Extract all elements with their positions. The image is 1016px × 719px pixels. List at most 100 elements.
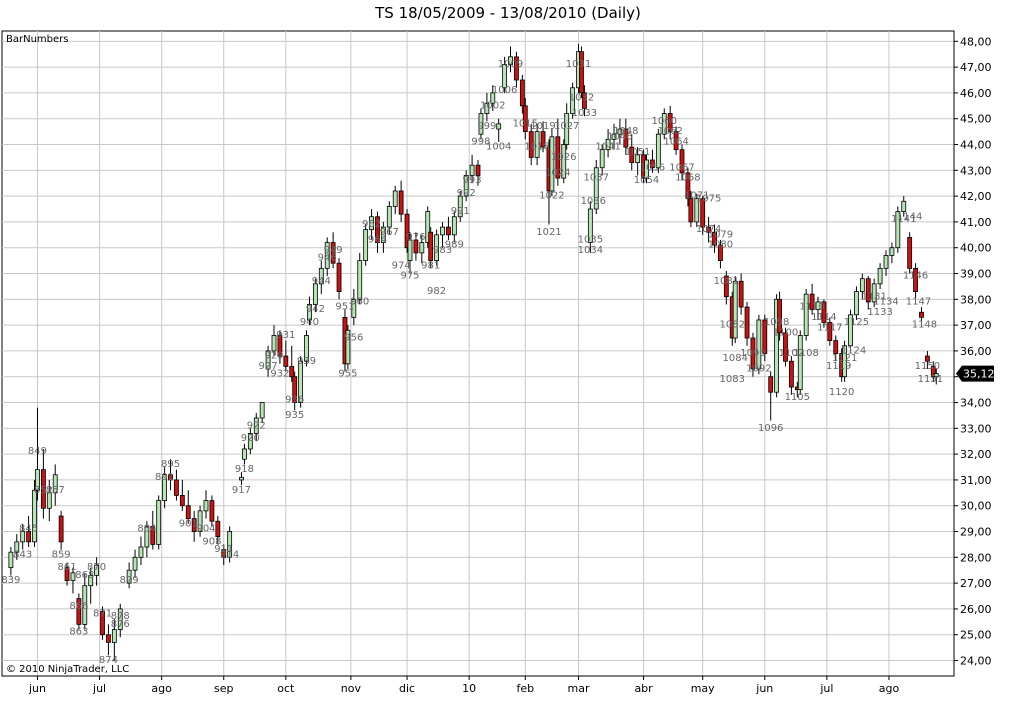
candle-body	[298, 360, 304, 403]
candle	[570, 82, 576, 119]
bar-number-label: 1071	[684, 191, 709, 202]
candle-body	[587, 208, 593, 243]
bar-number-label: 1124	[841, 346, 866, 357]
candle-body	[519, 79, 525, 107]
bar-number-label: 935	[285, 410, 304, 421]
x-tick-label: ago	[151, 682, 172, 695]
y-tick-label: 36,00	[960, 345, 992, 358]
bar-number-label: 918	[235, 464, 254, 475]
candle	[528, 123, 534, 166]
y-tick-label: 45,00	[960, 113, 992, 126]
bar-number-label: 852	[34, 485, 53, 496]
bar-number-label: 1131	[861, 291, 886, 302]
candle	[363, 224, 369, 266]
candle-body	[351, 298, 357, 318]
candle	[52, 464, 58, 506]
bar-number-label: 991	[451, 206, 470, 217]
y-tick-label: 42,00	[960, 190, 992, 203]
candle	[508, 46, 513, 73]
bar-number-label: 1041	[595, 142, 620, 153]
candle-body	[174, 479, 179, 496]
candle-body	[265, 350, 271, 370]
bar-number-label: 983	[433, 245, 452, 256]
candle-body	[732, 280, 738, 339]
bar-number-label: 1079	[708, 229, 733, 240]
x-tick-label: mar	[568, 682, 590, 695]
candle	[865, 276, 871, 310]
bar-number-label: 839	[1, 575, 20, 586]
candle-body	[289, 365, 295, 378]
bar-number-label: 884	[137, 524, 156, 535]
candle	[463, 170, 469, 202]
candle	[549, 129, 555, 197]
candle	[162, 467, 168, 509]
candle-body	[26, 531, 32, 543]
candle	[419, 234, 425, 264]
candle-body	[555, 136, 561, 179]
y-tick-label: 27,00	[960, 577, 992, 590]
bar-number-label: 1146	[903, 271, 928, 282]
candle-body	[253, 417, 259, 434]
bar-number-label: 901	[179, 518, 198, 529]
bar-number-label: 1015	[513, 118, 538, 129]
candle-body	[386, 206, 392, 228]
candle-body	[706, 226, 712, 233]
x-tick-label: jul	[819, 682, 833, 695]
bar-number-label: 974	[392, 260, 411, 271]
candle	[496, 118, 502, 142]
candle	[46, 479, 52, 522]
candle-body	[369, 216, 374, 231]
candle	[744, 301, 750, 346]
y-tick-label: 44,00	[960, 139, 992, 152]
bar-number-label: 960	[350, 296, 369, 307]
y-tick-label: 30,00	[960, 500, 992, 513]
bar-number-label: 1031	[566, 59, 591, 70]
candle	[265, 345, 271, 377]
candle	[35, 407, 40, 501]
candle-body	[623, 128, 629, 148]
candle	[650, 149, 655, 173]
candle	[330, 232, 336, 269]
candle-body	[197, 510, 203, 532]
candle-body	[644, 159, 649, 179]
bar-number-label: 1141	[891, 214, 916, 225]
bar-number-label: 1006	[492, 85, 517, 96]
y-tick-label: 40,00	[960, 242, 992, 255]
bar-number-label: 929	[264, 351, 283, 362]
bar-number-label: 904	[196, 524, 215, 535]
candle	[883, 250, 889, 277]
candle-body	[70, 572, 76, 581]
candle-body	[404, 213, 410, 249]
bar-number-label: 1032	[569, 93, 594, 104]
bar-number-label: 940	[300, 317, 319, 328]
candle	[324, 237, 330, 277]
candle	[318, 260, 324, 295]
candle-body	[292, 376, 298, 403]
candle	[774, 294, 780, 398]
bar-number-label: 1002	[480, 100, 505, 111]
candle-body	[100, 611, 105, 636]
bar-number-label: 1009	[498, 59, 523, 70]
bar-number-label: 1147	[906, 296, 931, 307]
candle-body	[221, 549, 227, 558]
candle	[271, 325, 277, 357]
candle	[283, 340, 289, 372]
candle	[386, 201, 392, 235]
candle	[434, 229, 440, 266]
candle-body	[126, 569, 132, 584]
candle	[428, 227, 434, 269]
bar-number-label: 866	[69, 601, 88, 612]
candle	[561, 139, 567, 184]
bar-number-label: 936	[285, 395, 304, 406]
candle	[292, 371, 298, 411]
bar-number-label: 1100	[773, 327, 798, 338]
candle	[336, 258, 342, 300]
bar-number-label: 1120	[829, 387, 854, 398]
candle-body	[933, 373, 939, 378]
bar-number-label: 1133	[867, 307, 892, 318]
y-tick-label: 32,00	[960, 448, 992, 461]
bar-number-label: 1022	[539, 191, 564, 202]
candle-body	[111, 629, 117, 643]
bar-number-label: 874	[99, 655, 118, 666]
